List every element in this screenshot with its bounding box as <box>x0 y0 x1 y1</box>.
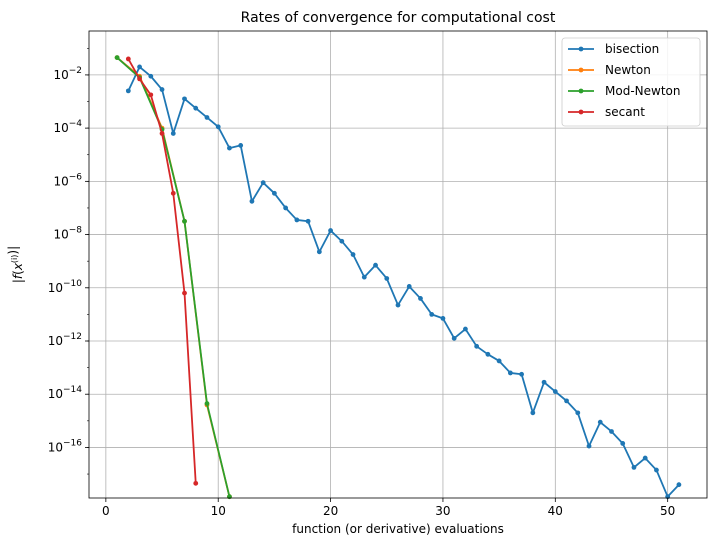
data-point <box>406 284 412 289</box>
data-point <box>586 443 592 449</box>
data-point <box>440 315 446 321</box>
legend-marker <box>578 67 584 73</box>
data-point <box>170 131 176 136</box>
legend-marker <box>578 109 584 115</box>
data-point <box>676 482 682 488</box>
legend-label: Mod-Newton <box>605 84 680 98</box>
data-point <box>137 76 142 82</box>
data-point <box>159 131 165 136</box>
data-point <box>148 92 154 98</box>
data-point <box>193 480 199 486</box>
data-point <box>485 351 491 357</box>
legend-entry: Mod-Newton <box>568 84 680 98</box>
data-point <box>384 276 390 281</box>
data-point <box>125 88 131 94</box>
x-tick-label: 0 <box>102 504 110 518</box>
data-point <box>654 467 659 473</box>
data-point <box>328 228 333 233</box>
data-point <box>575 410 581 416</box>
x-tick-label: 30 <box>435 504 450 518</box>
data-point <box>114 55 120 61</box>
data-point <box>170 190 176 196</box>
chart-title: Rates of convergence for computational c… <box>241 10 556 26</box>
legend-entry: secant <box>568 105 645 119</box>
data-point <box>395 302 401 308</box>
x-tick-label: 20 <box>323 504 338 518</box>
data-point <box>519 371 524 377</box>
data-point <box>227 145 232 151</box>
x-tick-label: 50 <box>660 504 675 518</box>
data-point <box>137 64 142 70</box>
data-point <box>182 96 187 102</box>
data-point <box>631 464 637 470</box>
x-axis-label: function (or derivative) evaluations <box>292 522 504 536</box>
series-bisection <box>125 64 682 500</box>
series-line <box>116 56 231 497</box>
legend-marker <box>578 46 584 52</box>
data-point <box>283 205 289 211</box>
legend-box <box>561 37 701 127</box>
data-point <box>260 180 266 186</box>
data-point <box>182 290 187 296</box>
legend-label: secant <box>605 105 645 119</box>
legend-marker <box>578 88 584 94</box>
data-point <box>159 87 165 92</box>
data-point <box>463 326 468 332</box>
data-point <box>474 343 480 349</box>
legend-label: bisection <box>605 42 659 56</box>
data-point <box>507 370 513 376</box>
legend: bisection Newton Mod-Newton secant <box>561 37 701 127</box>
y-axis-label: |f(x(i))| <box>6 246 25 283</box>
data-point <box>272 190 277 196</box>
data-point <box>316 249 322 255</box>
data-point <box>373 262 378 268</box>
x-tick-label: 10 <box>211 504 226 518</box>
data-point <box>125 56 131 62</box>
data-point <box>552 389 558 394</box>
series-line <box>127 66 680 498</box>
legend-entry: bisection <box>568 42 659 56</box>
data-point <box>451 335 457 341</box>
x-tick-label: 40 <box>548 504 563 518</box>
data-point <box>193 105 199 111</box>
data-point <box>429 311 435 317</box>
data-point <box>530 410 536 416</box>
series-secant <box>125 56 199 486</box>
data-point <box>204 115 210 120</box>
data-point <box>620 441 626 446</box>
data-point <box>597 419 603 425</box>
data-point <box>249 198 255 204</box>
data-point <box>418 296 423 301</box>
plot-frame <box>88 30 708 499</box>
legend-entry: Newton <box>568 63 651 77</box>
data-point <box>564 398 569 404</box>
data-point <box>541 379 547 385</box>
data-point <box>642 455 648 461</box>
data-point <box>350 252 356 257</box>
data-point <box>182 218 187 224</box>
data-point <box>305 218 311 224</box>
data-point <box>238 143 244 148</box>
data-point <box>148 73 154 79</box>
data-point <box>496 358 502 364</box>
data-point <box>339 238 345 244</box>
data-point <box>215 124 221 130</box>
legend-label: Newton <box>605 63 651 77</box>
data-point <box>609 429 614 434</box>
data-point <box>204 401 210 406</box>
data-point <box>361 274 367 280</box>
data-point <box>294 217 300 223</box>
